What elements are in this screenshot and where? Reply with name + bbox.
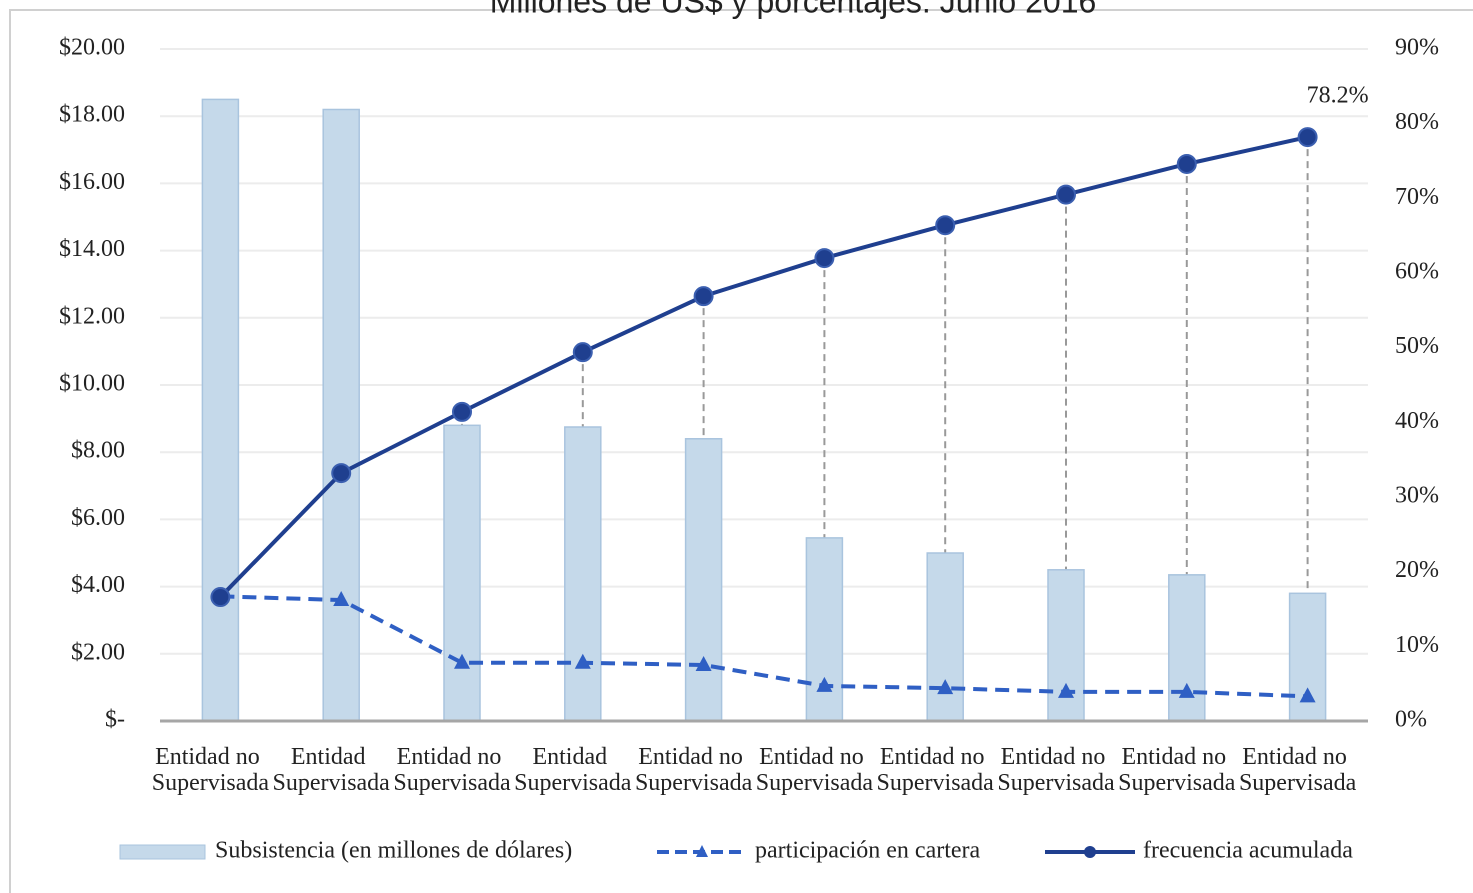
y2-tick-label: 90% [1395,35,1439,61]
point [1297,127,1318,148]
x-tick-label: Entidad no Supervisada [877,744,995,796]
y2-tick-label: 20% [1395,557,1439,583]
y-tick-label: $2.00 [71,639,125,665]
y2-tick-label: 70% [1395,184,1439,210]
chart-title: Millones de US$ y porcentajes. Junio 201… [490,0,1097,19]
point [333,591,350,607]
point [1299,687,1316,703]
x-tick-label: Entidad no Supervisada [393,744,511,796]
bar [443,424,481,722]
bar [201,98,240,722]
y-tick-label: $12.00 [59,303,125,329]
point [454,653,470,669]
bar [684,438,723,722]
bar [322,108,360,722]
y-tick-label: $14.00 [59,236,125,262]
y2-tick-label: 60% [1395,259,1439,285]
point [210,587,231,608]
line [218,135,1309,599]
point [695,656,712,671]
y2-tick-label: 50% [1395,333,1439,359]
point [574,653,591,669]
x-tick-label: Entidad Supervisada [273,744,391,796]
point [937,679,954,695]
point [1176,153,1197,174]
y2-tick-label: 10% [1395,632,1439,658]
y2-tick-label: 0% [1395,707,1427,733]
point [452,401,472,422]
x-tick-label: Entidad no Supervisada [756,744,874,796]
point [814,248,835,269]
y2-tick-label: 40% [1395,408,1439,434]
y-tick-label: $10.00 [59,371,125,397]
x-tick-label: Entidad Supervisada [514,744,632,796]
point [693,286,714,307]
y2-tick-label: 80% [1395,109,1439,135]
x-tick-label: Entidad no Supervisada [152,744,270,796]
legend-marker [1084,846,1096,858]
bar [564,426,602,722]
point [331,463,352,484]
x-tick-label: Entidad no Supervisada [1239,744,1357,796]
bar [926,552,964,722]
bar [1047,569,1085,722]
point [816,676,833,692]
chart-frame [9,9,1473,893]
point [572,342,593,363]
y-tick-label: $16.00 [59,169,125,195]
point [935,215,956,236]
x-tick-label: Entidad no Supervisada [635,744,753,796]
legend-label: frecuencia acumulada [1143,838,1353,864]
point [1056,184,1076,205]
y-tick-label: $20.00 [59,35,125,61]
y-tick-label: $6.00 [71,505,125,531]
data-label: 78.2% [1307,83,1369,109]
y-tick-label: $8.00 [71,438,125,464]
legend-label: Subsistencia (en millones de dólares) [215,838,572,864]
point [1058,682,1074,698]
y2-tick-label: 30% [1395,483,1439,509]
bar [805,537,844,722]
legend-marker [696,845,708,857]
legend-label: participación en cartera [755,838,981,864]
y-tick-label: $4.00 [71,572,125,598]
line [220,594,1308,699]
point [1178,682,1195,698]
x-tick-label: Entidad no Supervisada [997,744,1115,796]
y-tick-label: $18.00 [59,102,125,128]
y-tick-label: $- [105,707,125,733]
bar [1168,574,1206,722]
x-tick-label: Entidad no Supervisada [1118,744,1236,796]
legend-swatch [119,844,206,860]
